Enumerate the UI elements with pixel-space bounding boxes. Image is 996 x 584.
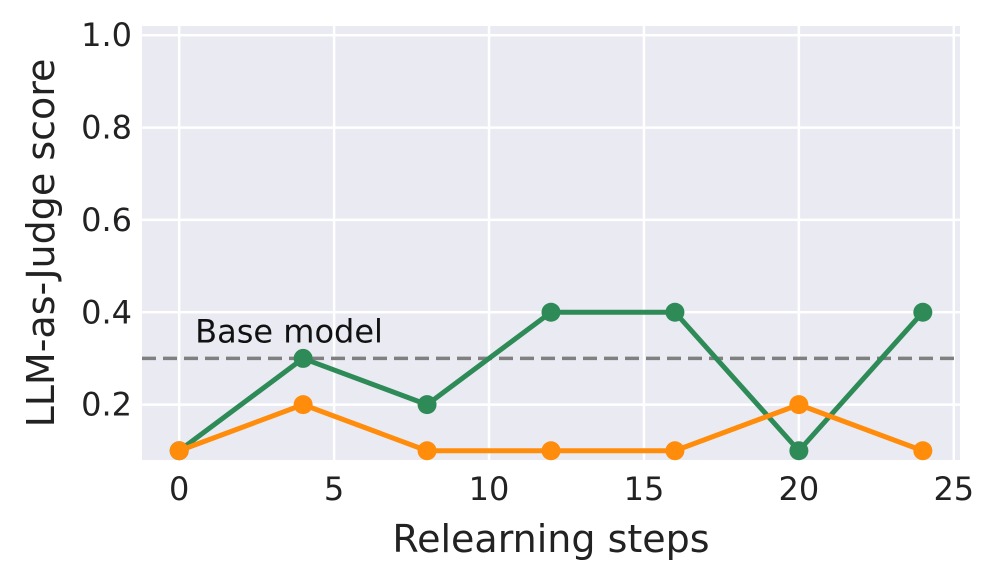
x-tick-label: 0 [169, 470, 189, 508]
y-tick-label: 0.8 [81, 109, 132, 147]
x-tick-labels: 0 5 10 15 20 25 [169, 470, 974, 508]
series-1-point [665, 302, 685, 322]
series-1-point [541, 302, 561, 322]
y-tick-label: 0.6 [81, 201, 132, 239]
reference-line-group: Base model [142, 312, 960, 361]
series-1-point [417, 395, 437, 415]
x-axis-label: Relearning steps [392, 517, 709, 561]
y-tick-label: 1.0 [81, 16, 132, 54]
plot-background [142, 26, 960, 460]
x-tick-label: 15 [624, 470, 665, 508]
series-2-point [169, 441, 189, 461]
grid [142, 26, 960, 460]
x-tick-label: 20 [779, 470, 820, 508]
series-2-point [913, 441, 933, 461]
series-2-point [417, 441, 437, 461]
y-tick-label: 0.4 [81, 293, 132, 331]
y-tick-labels: 0.2 0.4 0.6 0.8 1.0 [81, 16, 132, 423]
y-tick-label: 0.2 [81, 386, 132, 424]
x-tick-label: 5 [324, 470, 344, 508]
series-1-point [913, 302, 933, 322]
x-tick-label: 10 [469, 470, 510, 508]
series-2-point [789, 395, 809, 415]
series-2-point [665, 441, 685, 461]
x-tick-label: 25 [933, 470, 974, 508]
series-group [169, 302, 933, 461]
series-2-point [541, 441, 561, 461]
series-1-point [293, 348, 313, 368]
series-1-point [789, 441, 809, 461]
y-axis-label: LLM-as-Judge score [19, 59, 63, 428]
base-model-label: Base model [195, 312, 383, 350]
series-2-point [293, 395, 313, 415]
